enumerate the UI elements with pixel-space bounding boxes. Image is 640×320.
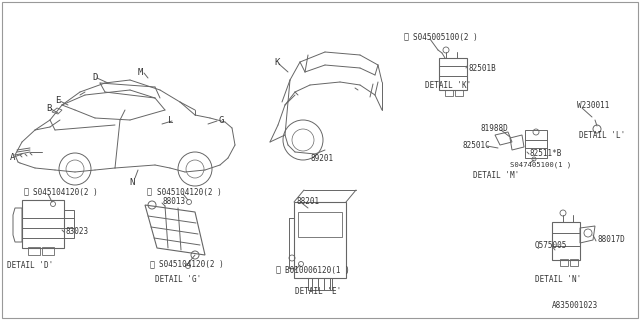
Bar — [298, 212, 342, 237]
Text: 83023: 83023 — [65, 228, 88, 236]
Text: K: K — [274, 58, 280, 67]
Text: N: N — [129, 178, 134, 187]
Text: Ⓢ: Ⓢ — [24, 188, 29, 196]
Text: DETAIL 'K': DETAIL 'K' — [425, 81, 471, 90]
Text: DETAIL 'D': DETAIL 'D' — [7, 260, 53, 269]
Bar — [28, 247, 40, 255]
Bar — [560, 259, 568, 266]
Text: Ⓢ: Ⓢ — [150, 260, 154, 269]
Text: L: L — [168, 116, 173, 124]
Text: 88013: 88013 — [162, 197, 185, 206]
Bar — [64, 210, 74, 238]
Text: S045104120(2 ): S045104120(2 ) — [33, 188, 98, 196]
Text: 82501B: 82501B — [468, 63, 496, 73]
Text: S045104120(2 ): S045104120(2 ) — [157, 188, 221, 196]
Text: DETAIL 'G': DETAIL 'G' — [155, 276, 201, 284]
Text: Ⓢ: Ⓢ — [147, 188, 152, 196]
Bar — [439, 58, 467, 90]
Bar — [525, 130, 547, 158]
Text: A835001023: A835001023 — [552, 300, 598, 309]
Bar — [445, 90, 453, 96]
Bar — [570, 259, 578, 266]
Text: 82501C: 82501C — [462, 140, 490, 149]
Bar — [294, 202, 346, 278]
Text: W230011: W230011 — [577, 100, 609, 109]
Bar — [308, 278, 332, 290]
Text: S047405100(1 ): S047405100(1 ) — [510, 162, 572, 168]
Text: Ⓑ: Ⓑ — [275, 266, 280, 275]
Bar — [22, 200, 64, 248]
Text: D: D — [92, 73, 97, 82]
Text: 88017D: 88017D — [597, 236, 625, 244]
Bar — [455, 90, 463, 96]
Text: M: M — [138, 68, 143, 76]
Text: DETAIL 'L': DETAIL 'L' — [579, 131, 625, 140]
Text: B010006120(1 ): B010006120(1 ) — [285, 266, 349, 275]
Text: B: B — [46, 103, 51, 113]
Text: 89201: 89201 — [310, 154, 333, 163]
Text: G: G — [218, 116, 223, 124]
Text: E: E — [55, 95, 60, 105]
Bar — [42, 247, 54, 255]
Bar — [552, 222, 580, 260]
Text: 81988D: 81988D — [480, 124, 508, 132]
Text: DETAIL 'M': DETAIL 'M' — [473, 171, 519, 180]
Text: 88201: 88201 — [296, 197, 319, 206]
Text: S045104120(2 ): S045104120(2 ) — [159, 260, 224, 269]
Text: S045005100(2 ): S045005100(2 ) — [413, 33, 477, 42]
Text: Q575005: Q575005 — [535, 241, 568, 250]
Text: DETAIL 'N': DETAIL 'N' — [535, 276, 581, 284]
Text: DETAIL 'E': DETAIL 'E' — [295, 287, 341, 297]
Text: 82511*B: 82511*B — [530, 148, 563, 157]
Text: Ⓢ: Ⓢ — [403, 33, 408, 42]
Text: A: A — [10, 153, 15, 162]
